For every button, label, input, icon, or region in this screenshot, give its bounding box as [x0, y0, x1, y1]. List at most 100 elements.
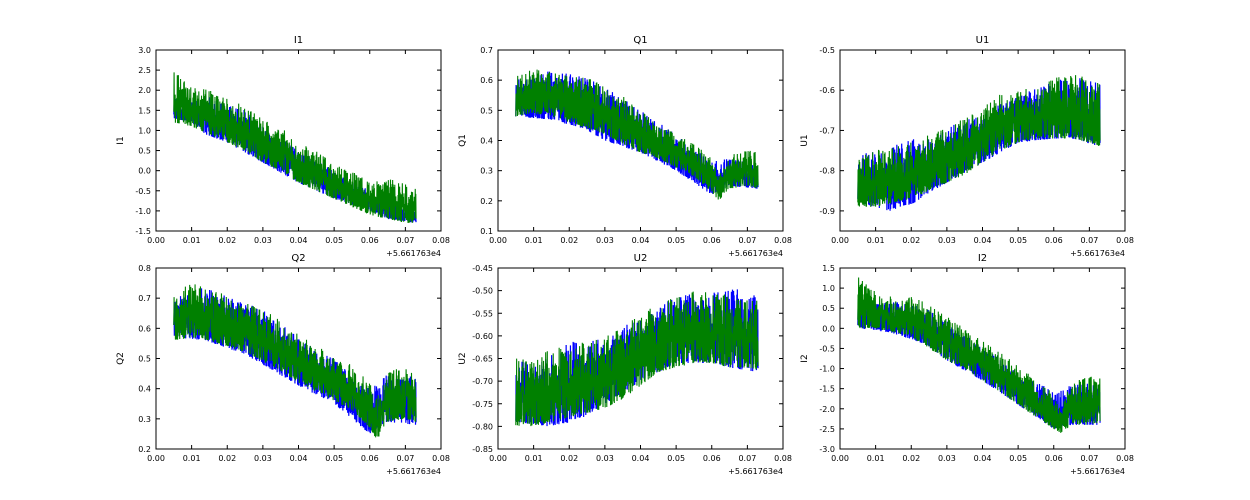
x-tick-label: 0.05: [1009, 454, 1027, 463]
series-group: [515, 69, 759, 200]
y-tick-label: 1.5: [822, 264, 835, 273]
x-tick-label: 0.03: [596, 454, 614, 463]
chart-panel-U2: 0.00 0.01 0.02 0.03 0.04 0.05 0.06 0.07 0.08 -0.8…: [458, 253, 792, 476]
x-tick-label: 0.02: [218, 454, 236, 463]
series-line-2: [515, 291, 759, 427]
x-tick-label: 0.08: [432, 236, 450, 245]
y-tick-label: -0.75: [472, 400, 493, 409]
x-tick-label: 0.00: [831, 236, 849, 245]
x-tick-label: 0.08: [774, 236, 792, 245]
y-tick-label: 0.2: [480, 197, 493, 206]
chart-title: Q2: [291, 253, 305, 264]
y-tick-label: -0.70: [472, 377, 493, 386]
y-tick-label: -2.0: [819, 405, 835, 414]
x-tick-label: 0.03: [254, 454, 272, 463]
y-tick-label: -0.80: [472, 422, 493, 431]
chart-panel-U1: 0.00 0.01 0.02 0.03 0.04 0.05 0.06 0.07 0.08 -0.9…: [800, 35, 1134, 258]
y-tick-label: 0.5: [822, 304, 835, 313]
y-axis-label: U2: [458, 352, 468, 364]
x-tick-label: 0.06: [361, 236, 379, 245]
x-tick-label: 0.00: [831, 454, 849, 463]
chart-title: U2: [634, 253, 648, 264]
x-tick-label: 0.03: [938, 236, 956, 245]
y-tick-label: -0.50: [472, 287, 493, 296]
x-tick-label: 0.01: [183, 236, 201, 245]
y-tick-label: 0.5: [138, 355, 151, 364]
x-tick-label: 0.03: [596, 236, 614, 245]
y-tick-label: 0.1: [480, 227, 493, 236]
y-tick-label: 0.6: [138, 324, 151, 333]
series-line-2: [173, 284, 417, 438]
y-axis-label: Q2: [116, 352, 126, 365]
x-tick-label: 0.04: [632, 454, 650, 463]
series-group: [173, 284, 417, 438]
y-tick-label: 0.5: [480, 106, 493, 115]
x-tick-label: 0.04: [974, 236, 992, 245]
x-offset-label: +5.661763e4: [1070, 467, 1125, 476]
x-tick-label: 0.06: [703, 454, 721, 463]
y-tick-label: 2.0: [138, 86, 151, 95]
x-tick-label: 0.03: [254, 236, 272, 245]
x-offset-label: +5.661763e4: [386, 467, 441, 476]
x-tick-label: 0.08: [432, 454, 450, 463]
y-tick-label: 1.0: [822, 284, 835, 293]
y-tick-label: 0.3: [138, 415, 151, 424]
y-tick-label: 0.3: [480, 167, 493, 176]
x-tick-label: 0.00: [147, 454, 165, 463]
x-tick-label: 0.05: [325, 454, 343, 463]
y-tick-label: -1.5: [135, 227, 151, 236]
y-tick-label: -0.6: [819, 86, 835, 95]
y-tick-label: 2.5: [138, 66, 151, 75]
x-tick-label: 0.08: [774, 454, 792, 463]
x-tick-label: 0.07: [396, 454, 414, 463]
y-tick-label: 1.5: [138, 106, 151, 115]
x-tick-label: 0.00: [489, 236, 507, 245]
chart-title: Q1: [633, 35, 647, 46]
chart-panel-I1: 0.00 0.01 0.02 0.03 0.04 0.05 0.06 0.07 0.08 -1.5…: [116, 35, 450, 258]
series-group: [857, 75, 1101, 211]
x-tick-label: 0.07: [1080, 454, 1098, 463]
x-tick-label: 0.08: [1116, 236, 1134, 245]
y-axis-label: I2: [800, 354, 810, 362]
y-tick-label: 0.0: [822, 324, 835, 333]
y-axis-label: Q1: [458, 134, 468, 147]
x-tick-label: 0.04: [290, 454, 308, 463]
x-tick-label: 0.03: [938, 454, 956, 463]
chart-title: I2: [978, 253, 987, 264]
y-tick-label: -0.5: [819, 344, 835, 353]
x-offset-label: +5.661763e4: [1070, 249, 1125, 258]
series-group: [857, 277, 1101, 433]
y-tick-label: -0.5: [135, 187, 151, 196]
x-tick-label: 0.05: [325, 236, 343, 245]
x-tick-label: 0.04: [974, 454, 992, 463]
y-tick-label: 0.2: [138, 445, 151, 454]
y-tick-label: 0.8: [138, 264, 151, 273]
x-tick-label: 0.06: [1045, 236, 1063, 245]
x-tick-label: 0.02: [902, 454, 920, 463]
y-tick-label: -0.5: [819, 46, 835, 55]
x-offset-label: +5.661763e4: [728, 249, 783, 258]
x-tick-label: 0.07: [738, 454, 756, 463]
x-tick-label: 0.08: [1116, 454, 1134, 463]
x-tick-label: 0.02: [218, 236, 236, 245]
series-line-2: [515, 69, 759, 200]
x-tick-label: 0.06: [703, 236, 721, 245]
x-tick-label: 0.05: [667, 236, 685, 245]
y-tick-label: -0.7: [819, 126, 835, 135]
chart-panel-I2: 0.00 0.01 0.02 0.03 0.04 0.05 0.06 0.07 0.08 -3.0…: [800, 253, 1134, 476]
y-tick-label: 3.0: [138, 46, 151, 55]
series-group: [173, 72, 417, 223]
y-tick-label: -0.65: [472, 355, 493, 364]
x-tick-label: 0.06: [361, 454, 379, 463]
x-tick-label: 0.00: [147, 236, 165, 245]
x-offset-label: +5.661763e4: [386, 249, 441, 258]
y-tick-label: 0.6: [480, 76, 493, 85]
y-tick-label: -0.45: [472, 264, 493, 273]
x-tick-label: 0.01: [525, 454, 543, 463]
series-line-2: [857, 75, 1101, 207]
x-tick-label: 0.04: [290, 236, 308, 245]
x-tick-label: 0.02: [560, 236, 578, 245]
x-offset-label: +5.661763e4: [728, 467, 783, 476]
y-tick-label: -0.60: [472, 332, 493, 341]
x-tick-label: 0.01: [867, 236, 885, 245]
